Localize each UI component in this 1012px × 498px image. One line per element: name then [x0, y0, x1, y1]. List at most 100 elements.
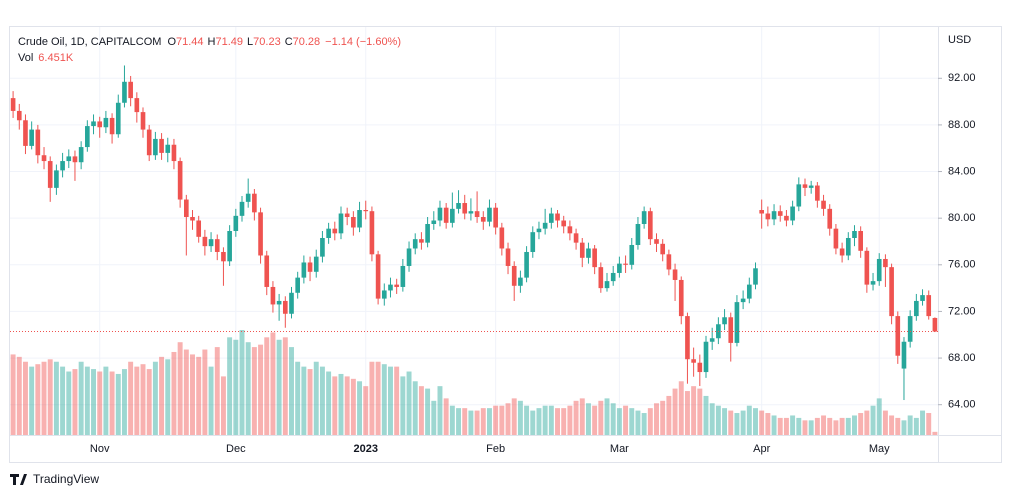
volume-bar [771, 415, 777, 435]
candle-body [177, 161, 183, 200]
volume-bar [251, 347, 257, 435]
volume-bar [134, 366, 140, 435]
volume-bar [765, 413, 771, 435]
candle-body [808, 185, 814, 188]
brand: TradingView [10, 472, 99, 486]
y-tick-label: 80.00 [948, 212, 976, 224]
candle-body [759, 210, 764, 214]
volume-bar [115, 373, 121, 435]
candle-body [437, 207, 443, 221]
candle-body [914, 300, 919, 317]
volume-bar [647, 408, 653, 435]
candle-body [654, 239, 659, 244]
candle-body [771, 211, 777, 220]
candle-body [833, 228, 839, 249]
volume-bar [239, 330, 245, 435]
legend-volume-name: Vol [18, 52, 33, 64]
volume-bar [746, 405, 752, 435]
candle-body [406, 248, 412, 266]
x-tick-label: Dec [226, 443, 246, 455]
candle-body [338, 213, 344, 234]
volume-bar [530, 410, 536, 435]
volume-bar [220, 376, 226, 435]
volume-bar [573, 400, 579, 435]
candle-body [592, 248, 597, 268]
candle-body [332, 228, 338, 234]
volume-bar [53, 361, 59, 435]
candle-body [425, 224, 430, 243]
volume-bar [901, 420, 907, 435]
candle-body [456, 203, 461, 209]
candle-body [889, 267, 894, 317]
volume-bar [245, 342, 251, 435]
volume-bar [468, 410, 474, 435]
candle-body [419, 239, 424, 243]
volume-bar [338, 373, 344, 435]
x-tick-label: 2023 [353, 443, 377, 455]
volume-bar [369, 361, 375, 435]
candle-body [375, 254, 381, 299]
volume-bar [177, 342, 183, 435]
legend-ohlc-value: 70.28 [293, 36, 321, 48]
volume-bar [715, 405, 721, 435]
candle-body [666, 254, 672, 270]
candle-body [214, 239, 220, 252]
volume-bar [388, 366, 393, 435]
candle-body [258, 212, 263, 256]
volume-bar [233, 339, 239, 435]
candle-body [462, 203, 468, 214]
candle-body [573, 233, 579, 243]
candle-body [555, 213, 560, 221]
candle-body [883, 258, 888, 268]
volume-bar [97, 371, 103, 435]
candle-body [648, 211, 653, 240]
candle-body [530, 232, 536, 252]
candle-body [270, 286, 276, 305]
candle-body [16, 110, 22, 121]
candle-body [685, 316, 690, 360]
candle-body [672, 269, 678, 280]
candle-body [493, 207, 498, 228]
volume-bar [852, 415, 857, 435]
volume-bar [691, 386, 697, 435]
candle-body [722, 317, 727, 325]
candle-body [827, 208, 833, 229]
candle-body [474, 211, 480, 218]
candle-body [697, 362, 703, 373]
candle-body [864, 250, 870, 285]
candle-body [97, 121, 103, 128]
candle-body [641, 211, 647, 225]
volume-bar [777, 417, 783, 435]
volume-bar [759, 410, 765, 435]
volume-bar [109, 371, 115, 435]
volume-bar [66, 371, 72, 435]
volume-bar [517, 400, 523, 435]
volume-bar [289, 347, 294, 435]
volume-bar [827, 417, 833, 435]
volume-bar [728, 410, 734, 435]
candle-body [753, 268, 758, 285]
volume-bar [783, 417, 789, 435]
candle-body [295, 277, 300, 293]
volume-bar [895, 417, 901, 435]
candle-body [326, 228, 331, 238]
volume-bar [60, 366, 66, 435]
legend-change: −1.14 (−1.60%) [325, 36, 401, 48]
candle-body [623, 263, 628, 265]
candle-body [78, 147, 84, 163]
candle-body [282, 300, 288, 314]
volume-bar [709, 403, 715, 435]
candle-body [140, 112, 146, 130]
candle-body [852, 231, 857, 238]
volume-bar [802, 420, 808, 435]
candle-body [907, 316, 913, 342]
candle-body [35, 129, 41, 156]
candle-body [196, 220, 202, 237]
candle-body [313, 256, 319, 272]
volume-bar [926, 413, 932, 435]
candle-body [103, 117, 109, 128]
candle-body [895, 316, 901, 356]
candle-body [629, 244, 635, 265]
legend-ohlc-value: 71.49 [216, 36, 244, 48]
